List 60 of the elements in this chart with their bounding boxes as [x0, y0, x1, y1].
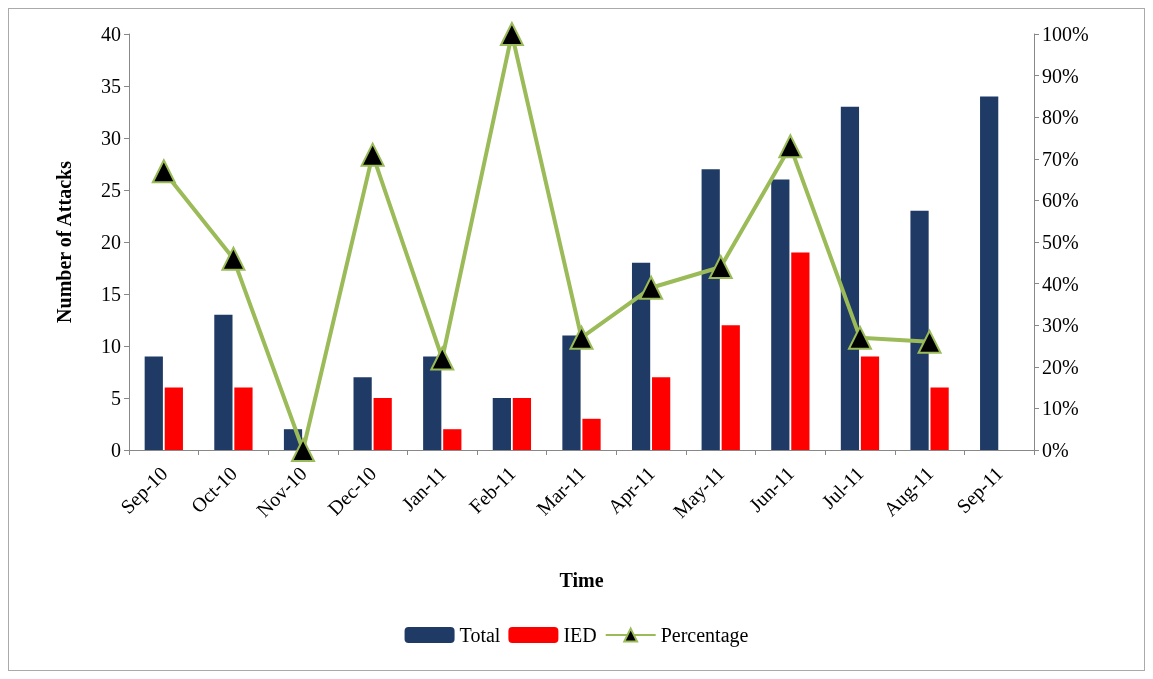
y-tick-label: 5 [111, 387, 121, 409]
bar [423, 356, 442, 450]
point [708, 254, 733, 279]
point [499, 22, 524, 46]
point [639, 275, 664, 300]
y2-tick-label: 80% [1042, 106, 1079, 129]
bar [492, 398, 511, 450]
bar [771, 179, 790, 450]
y2-tick-label: 20% [1042, 355, 1079, 378]
legend-label: Total [459, 624, 501, 646]
point [291, 438, 316, 462]
point [360, 142, 385, 167]
bar [840, 106, 860, 450]
bar [164, 387, 183, 450]
legend-label: Percentage [660, 624, 749, 647]
y2-tick-label: 30% [1042, 314, 1079, 337]
point [778, 134, 803, 159]
bar [512, 398, 532, 450]
y-tick-label: 30 [101, 127, 121, 149]
bar [721, 325, 740, 450]
y2-tick-label: 0% [1042, 439, 1069, 461]
point [430, 346, 455, 371]
bar [214, 314, 233, 450]
point [151, 159, 176, 184]
y2-tick-label: 100% [1042, 23, 1089, 45]
y-tick-label: 10 [101, 335, 121, 357]
point [569, 325, 594, 350]
y2-tick-label: 60% [1042, 189, 1079, 212]
bar [353, 377, 372, 450]
y-tick-label: 15 [101, 283, 121, 305]
bar [562, 335, 581, 450]
y-tick-label: 20 [101, 231, 121, 253]
bar [443, 429, 462, 450]
x-axis-title: Time [559, 569, 604, 591]
y-axis-title: Number of Attacks [53, 160, 75, 323]
bar [631, 262, 651, 450]
y2-tick-label: 90% [1042, 64, 1079, 87]
y-tick-label: 40 [101, 23, 121, 45]
bar [860, 356, 880, 450]
bar [791, 252, 810, 450]
bar [701, 169, 720, 450]
bar [930, 387, 949, 450]
bar [980, 96, 999, 450]
point [221, 246, 246, 271]
y2-tick-label: 40% [1042, 272, 1079, 295]
bar [652, 377, 671, 450]
bar [582, 418, 601, 450]
legend-label: IED [563, 624, 597, 646]
y2-tick-label: 70% [1042, 147, 1079, 170]
y2-tick-label: 50% [1042, 231, 1079, 253]
y-tick-label: 25 [101, 179, 121, 201]
point [917, 329, 942, 354]
point [847, 325, 872, 350]
bar [373, 398, 392, 450]
y2-tick-label: 10% [1042, 397, 1079, 420]
bar [144, 356, 163, 450]
bar [234, 387, 253, 450]
y-tick-label: 35 [101, 75, 121, 97]
y-tick-label: 0 [111, 439, 121, 461]
bar [910, 210, 929, 450]
